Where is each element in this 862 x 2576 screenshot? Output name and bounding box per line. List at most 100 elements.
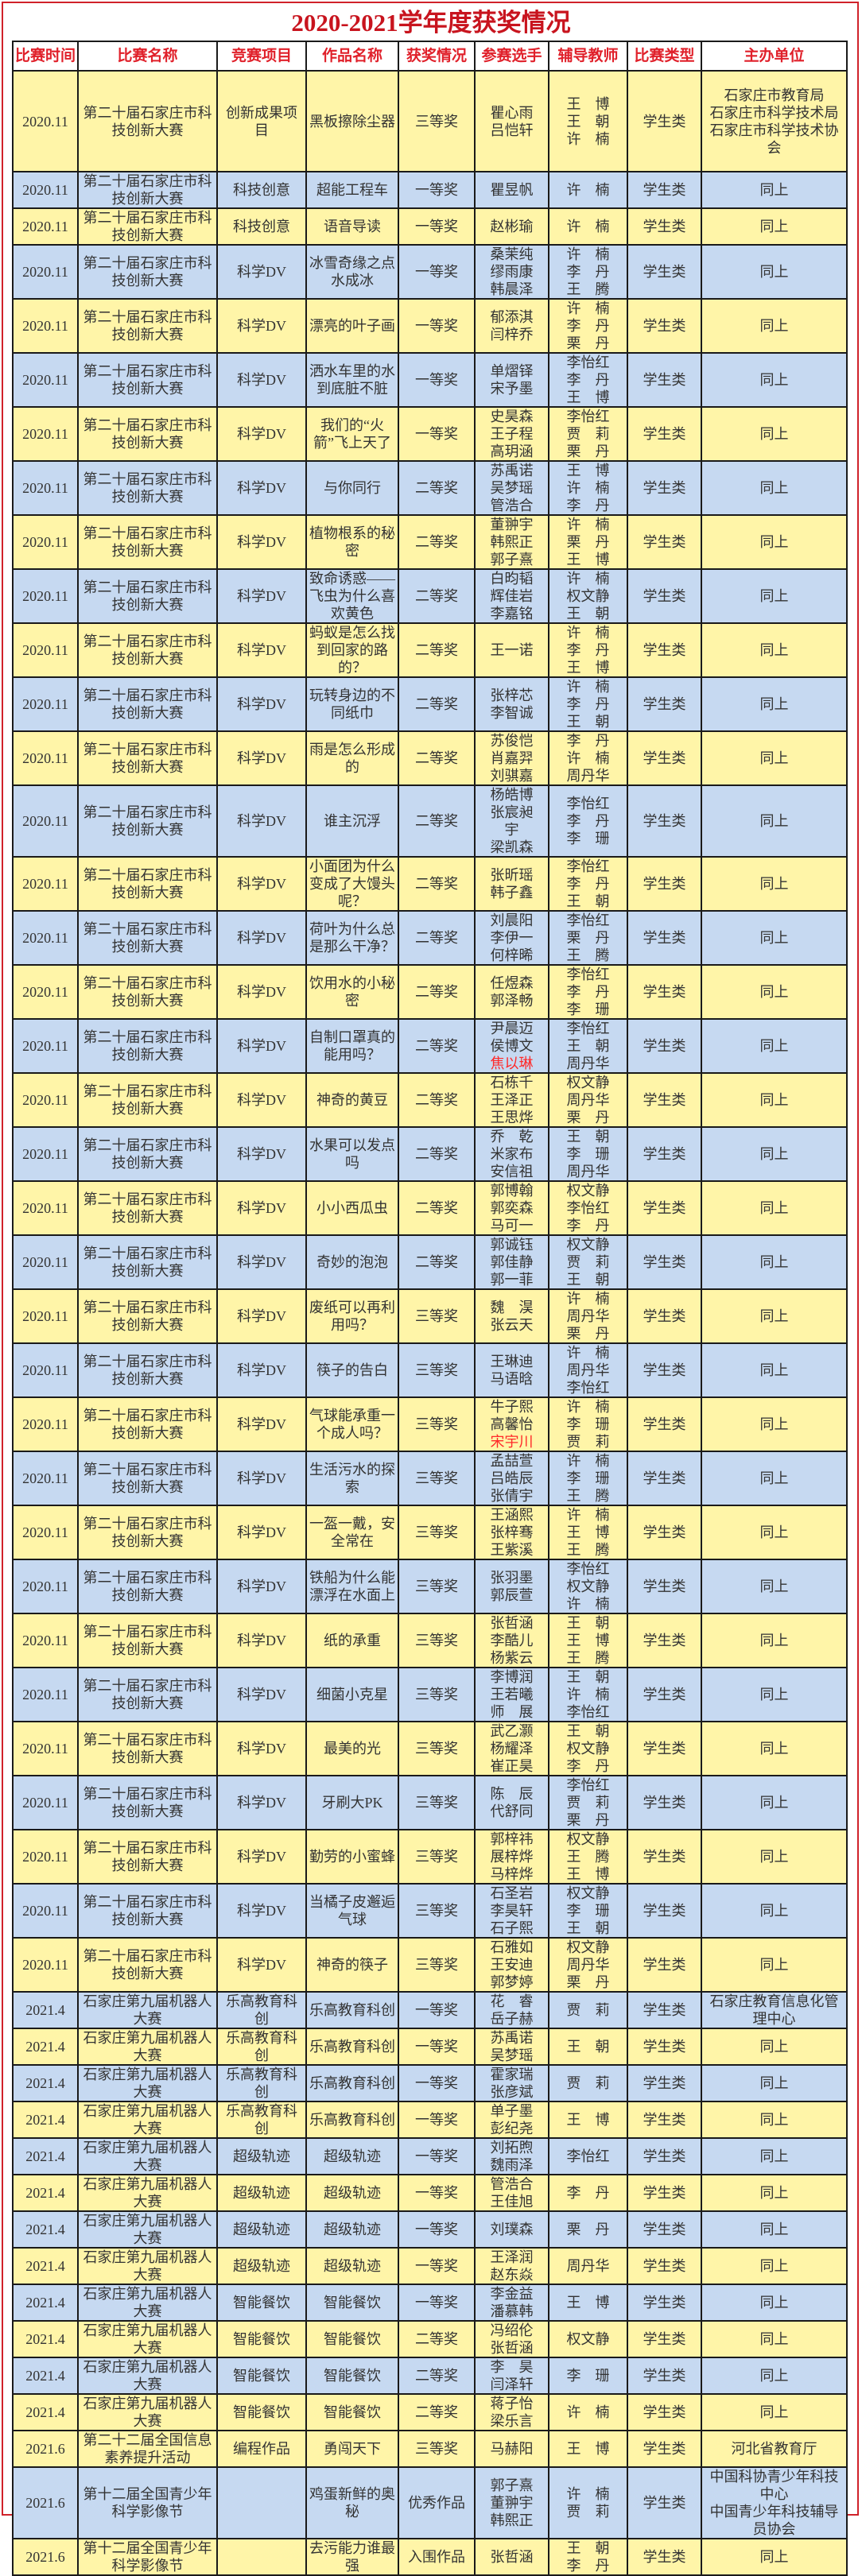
player-name: 张云天 (490, 1317, 534, 1333)
date-cell: 2021.6 (12, 2430, 79, 2468)
player-name: 瞿昱帆 (490, 182, 534, 198)
teachers-cell: 栗丹 (548, 2210, 628, 2249)
players-cell: 张哲涵 李酷儿 杨紫云 (474, 1613, 549, 1668)
date-cell: 2021.4 (12, 2320, 79, 2358)
teachers-cell: 王朝 (548, 2028, 628, 2066)
player-name: 安信祖 (490, 1164, 534, 1180)
teacher-name: 栗丹 (566, 1974, 610, 1990)
type-cell: 学生类 (627, 1667, 702, 1722)
teachers-cell: 王朝 王博 王腾 (548, 1613, 628, 1668)
players-cell: 刘晨阳 李伊一 何梓晞 (474, 910, 549, 966)
award-cell: 三等奖 (398, 1451, 476, 1506)
type-cell: 学生类 (627, 730, 702, 786)
teachers-cell: 许楠 (548, 207, 628, 246)
teachers-cell: 王博 (548, 2430, 628, 2468)
work-cell: 生活污水的探索 (305, 1451, 399, 1506)
project-cell: 智能餐饮 (216, 2357, 307, 2395)
players-cell: 霍家瑞 张彦斌 (474, 2064, 549, 2102)
teacher-name: 李丹 (566, 876, 610, 892)
project-cell: 科学DV (216, 1613, 307, 1668)
player-name: 李昊轩 (490, 1903, 534, 1919)
competition-cell: 第二十届石家庄市科技创新大赛 (77, 1234, 218, 1290)
work-cell: 乐高教育科创 (305, 2028, 399, 2066)
header-award: 获奖情况 (398, 41, 476, 72)
player-name: 岳子赫 (490, 2011, 534, 2027)
organizer-line: 同上 (759, 642, 789, 658)
table-row: 2020.11 第二十届石家庄市科技创新大赛 科学DV 我们的“火箭”飞上天了 一等奖史… (12, 406, 848, 462)
competition-cell: 第二十届石家庄市科技创新大赛 (77, 1721, 218, 1776)
teachers-cell: 许楠 王博 王腾 (548, 1505, 628, 1560)
teacher-name: 权文静 (566, 1579, 610, 1594)
teacher-name: 李丹 (566, 733, 610, 749)
table-row: 2020.11 第二十届石家庄市科技创新大赛 科学DV 当橘子皮邂逅气球 三等奖 石圣岩李… (12, 1883, 848, 1939)
teacher-name: 许楠 (566, 1399, 610, 1415)
player-name: 张哲涵 (490, 1615, 534, 1631)
players-cell: 单子墨 彭纪尧 (474, 2101, 549, 2139)
teacher-name: 许楠 (566, 300, 610, 316)
teacher-name: 王博 (566, 1866, 610, 1882)
teachers-cell: 李怡红 栗丹 王腾 (548, 910, 628, 966)
table-row: 2021.4 石家庄第九届机器人大赛 超级轨迹 超级轨迹 一等奖 管浩合 王佳旭 李丹 学生类同… (12, 2174, 848, 2212)
organizer-line: 同上 (759, 1200, 789, 1216)
players-cell: 李金益 潘慕韩 (474, 2284, 549, 2322)
player-name: 吕恺轩 (490, 122, 534, 138)
competition-cell: 第二十届石家庄市科技创新大赛 (77, 1829, 218, 1885)
table-row: 2020.11 第二十届石家庄市科技创新大赛 科学DV 铁船为什么能漂浮在水面上 三等奖… (12, 1559, 848, 1614)
teacher-name: 许楠 (566, 2404, 610, 2420)
players-cell: 管浩合 王佳旭 (474, 2174, 549, 2212)
teacher-name: 李怡红 (566, 2148, 610, 2164)
player-name: 张倩宇 (490, 1488, 534, 1504)
player-name: 任煜森 (490, 975, 534, 991)
players-cell: 李博润 王若曦 师展 (474, 1667, 549, 1722)
award-cell: 三等奖 (398, 1883, 476, 1939)
project-cell: 科学DV (216, 1505, 307, 1560)
player-name: 韩熙正 (490, 534, 534, 550)
work-cell: 超级轨迹 (305, 2210, 399, 2249)
teacher-name: 李丹 (566, 984, 610, 1000)
teachers-cell: 李怡红 贾莉 栗丹 (548, 1775, 628, 1830)
organizer-line: 同上 (759, 588, 789, 604)
player-name: 李智诚 (490, 705, 534, 721)
date-cell: 2020.11 (12, 1234, 79, 1290)
teacher-name: 栗丹 (566, 534, 610, 550)
award-cell: 一等奖 (398, 244, 476, 300)
player-name: 马赫阳 (490, 2441, 534, 2457)
date-cell: 2021.4 (12, 2247, 79, 2285)
teachers-cell: 权文静 周丹华 栗丹 (548, 1937, 628, 1993)
player-name: 韩晨泽 (490, 281, 534, 297)
players-cell: 苏禹诺 吴梦瑶 管浩合 (474, 460, 549, 516)
type-cell: 学生类 (627, 2137, 702, 2175)
teachers-cell: 李怡红 李丹 李珊 (548, 964, 628, 1020)
table-row: 2020.11 第二十届石家庄市科技创新大赛 科学DV 谁主沉浮 二等奖 杨皓博 张宸昶宇梁… (12, 784, 848, 858)
project-cell: 超级轨迹 (216, 2210, 307, 2249)
project-cell: 科学DV (216, 1883, 307, 1939)
organizer-line: 同上 (759, 930, 789, 946)
project-cell: 编程作品 (216, 2430, 307, 2468)
teachers-cell: 许楠 李珊 贾莉 (548, 1396, 628, 1452)
type-cell: 学生类 (627, 2101, 702, 2139)
header-teachers: 辅导教师 (548, 41, 628, 72)
organizer-cell: 同上 (701, 1613, 848, 1668)
players-cell: 郭子熹 董翀宇 韩熙正 (474, 2466, 549, 2539)
player-name: 杨皓博 (490, 787, 534, 803)
organizer-line: 同上 (759, 534, 789, 550)
project-cell: 超级轨迹 (216, 2247, 307, 2285)
work-cell: 漂亮的叶子画 (305, 298, 399, 354)
organizer-cell: 同上 (701, 1775, 848, 1830)
teacher-name: 权文静 (566, 1831, 610, 1847)
teachers-cell: 李怡红 权文静 许楠 (548, 1559, 628, 1614)
table-row: 2020.11 第二十届石家庄市科技创新大赛 科技创意 超能工程车 一等奖 瞿昱帆 许楠 学生… (12, 171, 848, 209)
work-cell: 神奇的黄豆 (305, 1072, 399, 1128)
project-cell (216, 2538, 307, 2576)
date-cell: 2020.11 (12, 171, 79, 209)
competition-cell: 第二十届石家庄市科技创新大赛 (77, 1126, 218, 1182)
organizer-line: 同上 (759, 1903, 789, 1919)
competition-cell: 第二十届石家庄市科技创新大赛 (77, 622, 218, 678)
teachers-cell: 权文静 李珊 王朝 (548, 1883, 628, 1939)
player-name: 石栋千 (490, 1075, 534, 1090)
player-name: 董翀宇 (490, 2495, 534, 2511)
work-cell: 雨是怎么形成的 (305, 730, 399, 786)
players-cell: 单熠铎 宋予墨 (474, 352, 549, 408)
competition-cell: 第二十届石家庄市科技创新大赛 (77, 784, 218, 858)
competition-cell: 第二十届石家庄市科技创新大赛 (77, 406, 218, 462)
